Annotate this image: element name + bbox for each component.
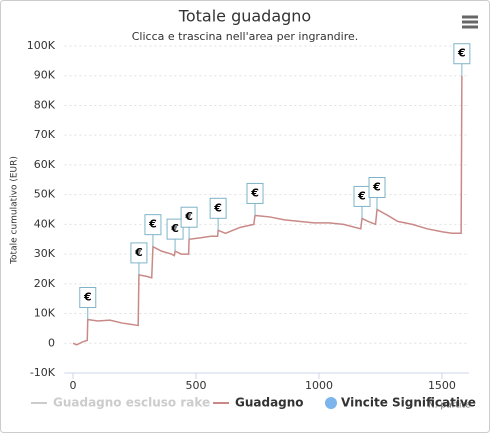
legend-label: Guadagno escluso rake (53, 396, 210, 410)
flag: € (130, 242, 148, 275)
x-tick-label: 1500 (428, 379, 456, 392)
y-tick-label: 80K (34, 98, 56, 111)
y-tick-label: 10K (34, 307, 56, 320)
x-tick-label: 500 (185, 379, 206, 392)
flag: € (180, 206, 198, 240)
y-tick-label: 70K (34, 128, 56, 141)
y-tick-label: 60K (34, 158, 56, 171)
flag-box (166, 218, 184, 240)
x-tick-label: 0 (70, 379, 77, 392)
y-tick-label: 50K (34, 188, 56, 201)
flag-box (144, 214, 162, 236)
flag: € (144, 214, 162, 247)
y-tick-label: -10K (30, 366, 56, 379)
legend-label: Guadagno (235, 396, 304, 410)
flag-label: € (372, 181, 381, 194)
flag-label: € (148, 218, 157, 231)
y-tick-label: 100K (27, 39, 56, 52)
legend-item[interactable]: Guadagno (213, 396, 304, 410)
flag-label: € (170, 222, 179, 235)
y-tick-label: 40K (34, 217, 56, 230)
y-tick-label: 0 (48, 336, 55, 349)
flag-label: € (134, 246, 143, 259)
flag-label: € (184, 210, 193, 223)
x-axis-title: N. partite (428, 401, 471, 411)
y-axis-title: Totale cumulativo (EUR) (10, 156, 20, 265)
flag: € (368, 177, 386, 210)
flag: € (453, 43, 471, 76)
chart-subtitle: Clicca e trascina nell'area per ingrandi… (132, 30, 359, 43)
flag-label: € (250, 186, 259, 199)
flag-box (453, 43, 471, 65)
legend-symbol (325, 397, 337, 409)
flag: € (209, 197, 227, 231)
flag: € (79, 286, 97, 320)
flag-box (79, 286, 97, 308)
legend-item[interactable]: Guadagno escluso rake (31, 396, 210, 410)
flag-box (246, 182, 264, 204)
flag-box (368, 177, 386, 198)
flag-box (130, 242, 148, 264)
x-tick-label: 1000 (305, 379, 333, 392)
flag-label: € (457, 47, 466, 60)
flag-box (209, 197, 227, 219)
y-tick-label: 30K (34, 247, 56, 260)
flag-label: € (357, 189, 366, 202)
menu-button[interactable] (462, 15, 478, 29)
y-tick-label: 90K (34, 69, 56, 82)
flag-label: € (83, 290, 92, 303)
legend-label: Vincite Significative (341, 396, 476, 410)
flag-box (180, 206, 198, 228)
flag: € (246, 182, 264, 216)
chart-title: Totale guadagno (178, 7, 311, 26)
y-tick-label: 20K (34, 277, 56, 290)
legend-item[interactable]: Vincite Significative (325, 396, 476, 410)
flag: € (166, 218, 184, 252)
flag-label: € (213, 201, 222, 214)
